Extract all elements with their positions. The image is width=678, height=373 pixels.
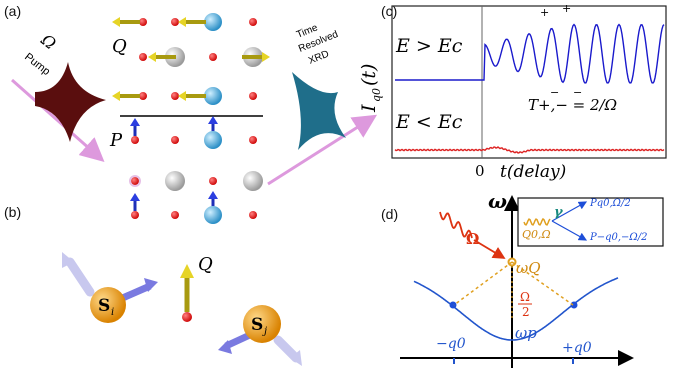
cond-upper: E > Ec — [395, 35, 463, 57]
drive-arrow — [473, 239, 506, 259]
spin-Si-sphere — [90, 287, 126, 323]
period-label: T+,− = 2/Ω — [528, 96, 617, 114]
lattice-row-5 — [131, 171, 263, 191]
neg-q0-label: −q0 — [436, 336, 466, 352]
P-label: P — [109, 130, 123, 151]
minus-mark-2: − — [573, 86, 582, 99]
plus-mark-1: + — [540, 6, 549, 19]
drive-wiggle — [439, 211, 473, 239]
spin-Sj-sphere — [243, 305, 281, 343]
d-right-point — [570, 301, 578, 309]
inset-P-top: Pq0,Ω/2 — [589, 198, 631, 209]
pump-pulse-shape — [35, 62, 106, 142]
svg-text:q0: q0 — [370, 88, 383, 102]
x-zero-label: 0 — [475, 162, 485, 180]
panel-d-label: (d) — [381, 206, 399, 222]
cond-lower: E < Ec — [395, 111, 463, 133]
Q-mode-arrowheads — [112, 17, 270, 101]
xrd-text-3: XRD — [307, 49, 331, 67]
lattice-row-6 — [131, 206, 257, 224]
red-trace-below-threshold — [394, 146, 665, 154]
pump-label: Pump — [22, 51, 52, 78]
Si-sub: i — [111, 307, 114, 318]
plus-mark-2: + — [562, 2, 571, 15]
Si-label: S — [98, 296, 110, 316]
panel-b-label: (b) — [4, 204, 22, 220]
Sj-label: S — [251, 315, 263, 335]
panel-c-ylabel: I q0 (t) — [358, 64, 383, 113]
x-delay-label: t(delay) — [500, 162, 566, 182]
lattice-row-1 — [139, 13, 257, 31]
P-mode-arrows — [133, 122, 215, 211]
Q-mode-arrows — [118, 20, 264, 98]
lattice-row-3 — [139, 87, 257, 105]
panel-c-label: (c) — [381, 3, 398, 19]
inset-P-bottom: P−q0,−Ω/2 — [589, 232, 647, 243]
lattice-row-4 — [131, 131, 257, 149]
Q-label: Q — [112, 36, 127, 57]
half-denominator: 2 — [522, 305, 530, 319]
d-omega-axis-label: ω — [488, 189, 507, 213]
blue-trace-above-threshold — [395, 23, 665, 84]
omegaQ-label: ωQ — [516, 259, 541, 277]
minus-mark-1: − — [550, 86, 559, 99]
xrd-beam-arrow — [267, 114, 378, 186]
b-Q-label: Q — [198, 254, 213, 275]
Sj-faint-arrow — [273, 335, 301, 363]
d-left-point — [449, 301, 457, 309]
drive-omega-label: Ω — [466, 230, 479, 248]
gamma-label: γ — [554, 205, 564, 220]
xrd-pulse-shape — [292, 72, 346, 150]
dispersion-curve — [413, 277, 619, 341]
pump-omega-label: Ω — [37, 30, 60, 54]
panel-a-label: (a) — [4, 3, 22, 19]
omegaP-label: ωp — [515, 324, 537, 342]
panel-c-frame — [391, 5, 667, 159]
inset-Q-label: Q0,Ω — [522, 228, 551, 241]
Sj-sub: j — [262, 326, 267, 337]
Si-faint-arrow — [65, 257, 95, 297]
inset-Q-wave — [523, 217, 551, 226]
svg-text:I: I — [358, 104, 380, 113]
b-oxygen-atom — [182, 312, 192, 322]
svg-text:(t): (t) — [358, 64, 380, 86]
pump-beam-arrow — [11, 78, 105, 162]
pos-q0-label: +q0 — [562, 340, 592, 356]
half-numerator: Ω — [520, 290, 530, 304]
